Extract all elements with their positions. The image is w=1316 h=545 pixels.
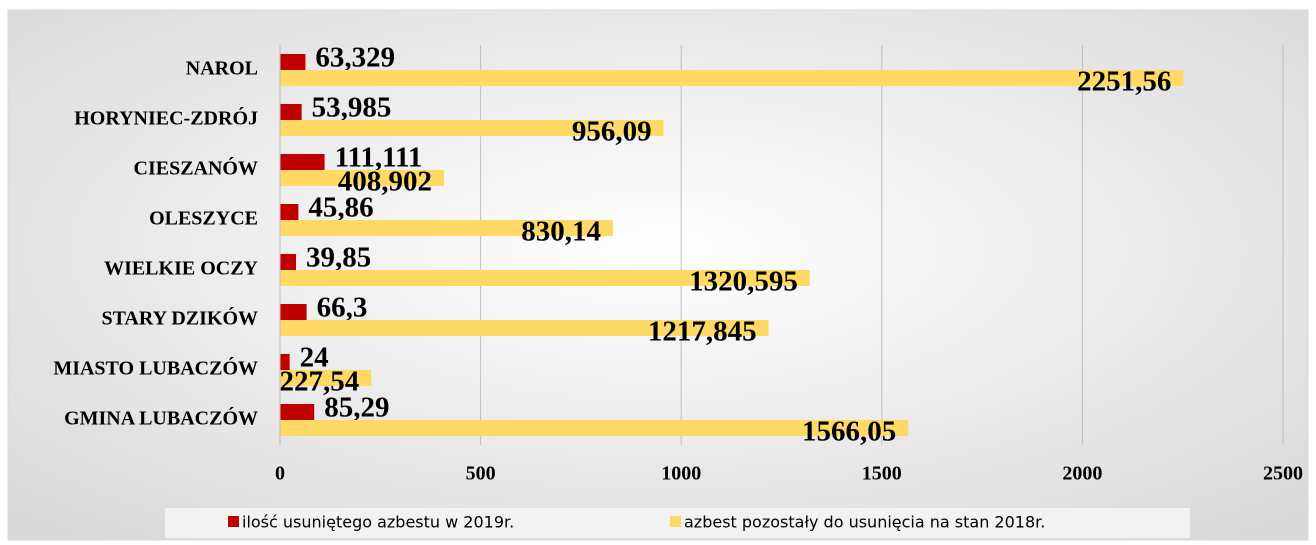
bar: [280, 70, 1184, 86]
data-label: 830,14: [521, 216, 601, 248]
bar: [280, 354, 290, 370]
data-label: 24: [300, 342, 329, 374]
bar: [280, 204, 299, 220]
bar: [280, 320, 769, 336]
bar: [280, 170, 445, 186]
category-label: MIASTO LUBACZÓW: [53, 356, 258, 380]
category-label: NAROL: [186, 58, 258, 80]
bar: [280, 54, 306, 70]
legend-label: azbest pozostały do usunięcia na stan 20…: [684, 513, 1045, 532]
legend-swatch: [670, 516, 681, 527]
bar: [280, 220, 614, 236]
bar: [280, 420, 909, 436]
data-label: 53,985: [312, 92, 392, 124]
category-label: WIELKIE OCZY: [104, 258, 258, 280]
bar: [280, 370, 372, 386]
data-label: 1217,845: [648, 316, 757, 348]
category-label: HORYNIEC-ZDRÓJ: [74, 106, 258, 130]
data-label: 227,54: [280, 366, 360, 398]
data-label: 45,86: [308, 192, 373, 224]
bar: [280, 104, 302, 120]
legend-label: ilość usuniętego azbestu w 2019r.: [242, 513, 514, 532]
legend-swatch: [228, 516, 239, 527]
data-label: 39,85: [306, 242, 371, 274]
data-label: 63,329: [315, 42, 395, 74]
data-label: 66,3: [317, 292, 368, 324]
x-tick-label: 0: [275, 463, 285, 485]
x-tick-label: 500: [466, 463, 496, 485]
data-label: 1566,05: [802, 416, 896, 448]
category-label: STARY DZIKÓW: [101, 306, 258, 330]
x-tick-label: 2000: [1062, 463, 1102, 485]
data-label: 85,29: [324, 392, 389, 424]
bar: [280, 120, 664, 136]
data-label: 2251,56: [1077, 66, 1171, 98]
x-tick-label: 2500: [1263, 463, 1303, 485]
bar: [280, 270, 810, 286]
bar: [280, 254, 296, 270]
bar: [280, 154, 325, 170]
bar: [280, 304, 307, 320]
data-label: 1320,595: [689, 266, 798, 298]
x-tick-label: 1000: [661, 463, 701, 485]
category-label: GMINA LUBACZÓW: [64, 406, 258, 430]
bar: [280, 404, 315, 420]
x-tick-label: 1500: [862, 463, 902, 485]
category-label: CIESZANÓW: [134, 156, 258, 180]
data-label: 408,902: [338, 166, 432, 198]
data-label: 111,111: [335, 142, 423, 174]
category-label: OLESZYCE: [149, 208, 258, 230]
data-label: 956,09: [572, 116, 652, 148]
